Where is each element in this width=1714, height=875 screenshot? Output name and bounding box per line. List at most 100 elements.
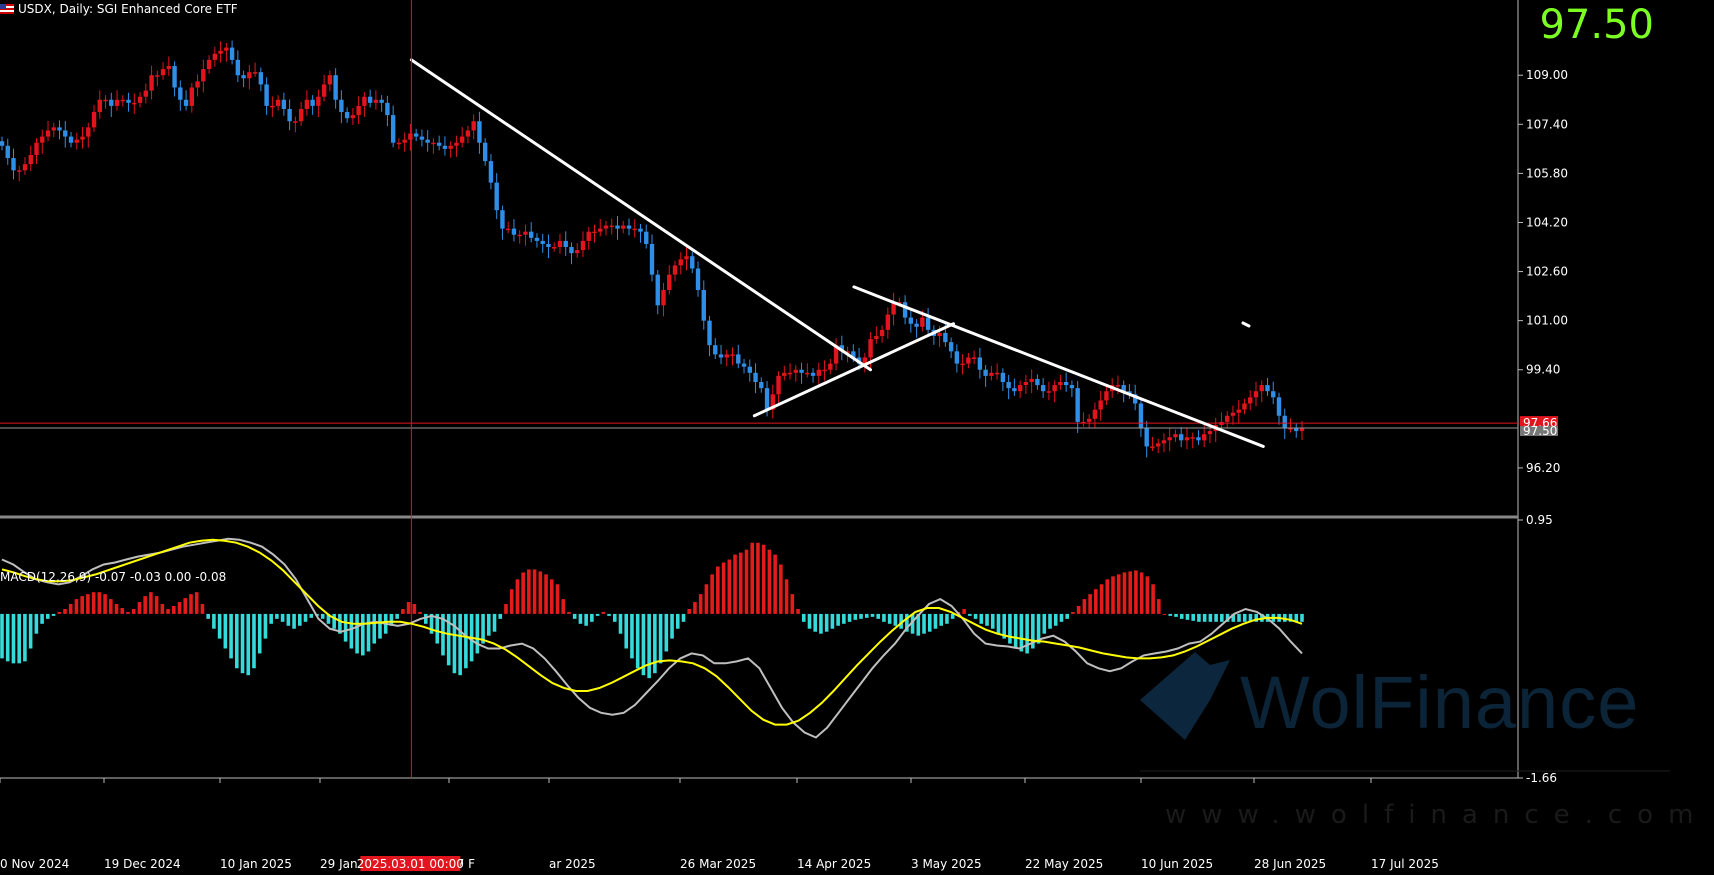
candle-body — [114, 99, 120, 106]
macd-bar — [395, 613, 399, 619]
candle-body — [316, 96, 321, 106]
candle-body — [644, 231, 649, 244]
candle-body — [74, 139, 79, 143]
x-tick-label: 3 May 2025 — [911, 857, 982, 871]
candle-body — [293, 121, 298, 123]
price-tag-red-bg — [1520, 416, 1558, 430]
candle-body — [1236, 409, 1241, 413]
candle-body — [960, 363, 965, 366]
macd-bar — [1214, 613, 1218, 622]
candle-body — [718, 354, 724, 358]
macd-bar — [1048, 613, 1052, 629]
candle-body — [500, 210, 505, 229]
macd-bar — [635, 613, 640, 669]
candle-body — [598, 228, 603, 232]
candle-body — [1052, 385, 1057, 392]
candle-body — [810, 372, 816, 376]
macd-bar — [280, 613, 285, 622]
macd-bar — [916, 613, 921, 636]
macd-bar — [1179, 613, 1184, 619]
macd-bar — [486, 613, 491, 636]
candle-body — [252, 72, 258, 74]
macd-bar — [326, 613, 331, 624]
macd-bar — [727, 559, 732, 614]
candle-body — [1184, 437, 1190, 441]
candle-body — [868, 339, 873, 358]
candle-body — [189, 87, 195, 106]
macd-bar — [34, 613, 39, 634]
macd-bar — [532, 569, 537, 614]
candle-body — [626, 225, 632, 229]
candle-body — [764, 388, 770, 410]
macd-bar — [303, 613, 308, 622]
macd-bar — [773, 554, 777, 614]
macd-bar — [509, 589, 514, 614]
candle-body — [339, 99, 344, 113]
candle-body — [713, 345, 718, 355]
macd-bar — [653, 613, 657, 674]
candle-body — [281, 99, 287, 109]
candle-body — [40, 136, 45, 143]
macd-bar — [389, 613, 394, 626]
macd-bar — [418, 611, 422, 614]
candle-body — [471, 121, 476, 131]
macd-bar — [1242, 613, 1247, 622]
macd-bar — [1248, 613, 1253, 622]
macd-bar — [796, 608, 800, 614]
price-tag-gray-bg — [1520, 426, 1558, 437]
candle-body — [224, 47, 229, 51]
macd-bar — [481, 613, 485, 644]
candle-body — [477, 121, 482, 143]
macd-bar — [1002, 613, 1007, 639]
candle-body — [552, 247, 557, 249]
macd-bar — [767, 549, 772, 614]
chart-header: USDX, Daily: SGI Enhanced Core ETF — [0, 2, 238, 16]
macd-bar — [612, 613, 617, 622]
macd-bar — [320, 613, 325, 619]
candle-body — [408, 133, 413, 140]
candle-body — [1104, 391, 1109, 401]
candle-body — [943, 332, 948, 343]
candle-body — [1242, 403, 1247, 410]
macd-bar — [681, 613, 686, 622]
candle-body — [126, 99, 131, 103]
macd-bar — [790, 594, 795, 614]
candle-body — [747, 366, 752, 373]
macd-bar — [973, 613, 978, 619]
candle-body — [793, 369, 799, 373]
macd-bar — [859, 613, 863, 619]
macd-bar — [1283, 613, 1287, 622]
candle-body — [155, 75, 160, 77]
macd-bar — [0, 613, 4, 659]
candle-body — [17, 170, 22, 172]
macd-bar — [979, 613, 984, 624]
candle-body — [649, 243, 655, 275]
candle-body — [1248, 397, 1253, 404]
candle-body — [1092, 409, 1098, 419]
candle-body — [11, 158, 16, 171]
candle-body — [362, 96, 367, 106]
macd-bar — [464, 613, 468, 669]
macd-bar — [23, 613, 27, 662]
candle-body — [615, 225, 620, 229]
candle-body — [172, 66, 177, 88]
macd-bar — [292, 613, 296, 629]
candles-group — [0, 40, 1305, 458]
candle-body — [442, 145, 448, 149]
macd-bar — [1220, 613, 1224, 622]
candle-body — [655, 274, 660, 306]
candle-body — [621, 225, 626, 229]
macd-bar — [183, 598, 188, 614]
macd-bar — [922, 613, 926, 634]
macd-bar — [11, 613, 16, 664]
candle-body — [298, 108, 304, 122]
macd-bar — [939, 613, 944, 626]
macd-bar — [819, 613, 823, 634]
candle-body — [1029, 378, 1034, 383]
macd-bar — [1202, 613, 1207, 622]
macd-bar — [899, 613, 903, 629]
macd-bar — [1082, 599, 1087, 614]
candle-body — [1017, 385, 1023, 392]
macd-bar — [538, 571, 543, 614]
